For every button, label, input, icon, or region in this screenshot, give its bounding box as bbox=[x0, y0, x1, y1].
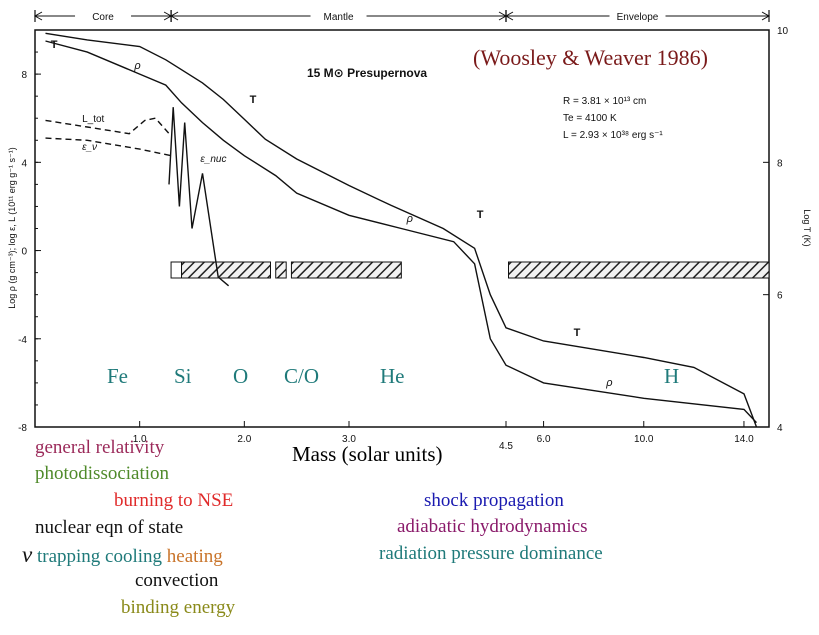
label-radiation-pressure: radiation pressure dominance bbox=[379, 543, 603, 564]
x-tick-label: 10.0 bbox=[634, 434, 654, 445]
series-line-nuc bbox=[168, 107, 230, 287]
x-axis-label: Mass (solar units) bbox=[292, 442, 443, 466]
parameter-l: L = 2.93 × 10³⁸ erg s⁻¹ bbox=[563, 130, 663, 141]
y-left-tick-label: 8 bbox=[21, 70, 27, 81]
region-label-bg bbox=[310, 8, 367, 22]
series-label-rho: ρ bbox=[406, 213, 413, 225]
x-tick-label: 3.0 bbox=[342, 434, 356, 445]
label-trapping: trapping bbox=[36, 546, 101, 567]
y-axis-right-label: Log T (K) bbox=[802, 209, 812, 246]
y-right-tick-label: 10 bbox=[777, 26, 789, 37]
label-binding-energy: binding energy bbox=[121, 597, 236, 618]
region-label-core: Core bbox=[92, 12, 114, 23]
label-heating: heating bbox=[166, 546, 223, 567]
x-tick-label: 1.0 bbox=[133, 434, 147, 445]
x-tick-label: 6.0 bbox=[537, 434, 551, 445]
y-right-tick-label: 8 bbox=[777, 158, 783, 169]
series-label-t: T bbox=[51, 39, 58, 51]
region-arrow bbox=[170, 11, 179, 21]
x-tick-label: 14.0 bbox=[734, 434, 754, 445]
series-line-t bbox=[45, 32, 758, 428]
chart-title: 15 M⊙ Presupernova bbox=[307, 66, 427, 80]
series-label-t: T bbox=[477, 209, 484, 221]
series-label-rho: ρ bbox=[605, 377, 612, 389]
series-line- bbox=[45, 40, 758, 424]
label-general-relativity: general relativity bbox=[35, 437, 165, 458]
zone-h: H bbox=[664, 364, 680, 388]
zone-he: He bbox=[380, 364, 405, 388]
y-left-tick-label: -4 bbox=[18, 335, 27, 346]
y-right-tick-label: 6 bbox=[777, 291, 783, 302]
region-arrow bbox=[504, 11, 514, 21]
region-label-envelope: Envelope bbox=[617, 12, 659, 23]
label-nuclear-eos: nuclear eqn of state bbox=[35, 517, 184, 538]
label-adiabatic-hydrodynamics: adiabatic hydrodynamics bbox=[397, 516, 588, 537]
parameter-te: Te = 4100 K bbox=[563, 113, 617, 124]
y-axis-left-label: Log ρ (g cm⁻³); log ε, L (10¹¹ erg g⁻¹ s… bbox=[7, 147, 17, 309]
series-label-t: T bbox=[250, 94, 257, 106]
nu-symbol: ν bbox=[22, 542, 33, 567]
series-label-enu: ε_ν bbox=[82, 142, 97, 153]
label-nu-row: ν trapping cooling heating bbox=[22, 542, 223, 568]
region-label-bg bbox=[609, 8, 666, 22]
convective-zone bbox=[170, 261, 183, 279]
y-left-tick-label: 0 bbox=[21, 247, 27, 258]
series-label-t: T bbox=[574, 327, 581, 339]
label-burning-nse: burning to NSE bbox=[114, 490, 234, 511]
label-cooling: cooling bbox=[105, 546, 163, 567]
series-label-ltot: L_tot bbox=[82, 114, 104, 125]
convective-zone bbox=[181, 261, 272, 279]
convective-zone bbox=[508, 261, 770, 279]
region-arrow bbox=[761, 11, 771, 21]
zone-fe: Fe bbox=[107, 364, 128, 388]
y-right-tick-label: 4 bbox=[777, 423, 783, 434]
zone-co: C/O bbox=[284, 364, 320, 388]
x-tick-label: 4.5 bbox=[499, 441, 513, 452]
convective-zone bbox=[275, 261, 287, 279]
y-left-tick-label: 4 bbox=[21, 158, 27, 169]
y-left-tick-label: -8 bbox=[18, 423, 27, 434]
series-label-enuc: ε_nuc bbox=[200, 154, 226, 165]
series-line- bbox=[45, 137, 172, 157]
region-label-mantle: Mantle bbox=[324, 12, 354, 23]
region-label-bg bbox=[75, 8, 132, 22]
zone-si: Si bbox=[174, 364, 192, 388]
region-arrow bbox=[33, 11, 43, 21]
citation: (Woosley & Weaver 1986) bbox=[473, 45, 708, 70]
x-tick-label: 2.0 bbox=[237, 434, 251, 445]
zone-o: O bbox=[233, 364, 249, 388]
label-shock-propagation: shock propagation bbox=[424, 490, 564, 511]
series-line-ltot bbox=[45, 117, 172, 137]
parameter-r: R = 3.81 × 10¹³ cm bbox=[563, 96, 646, 107]
label-convection: convection bbox=[135, 570, 219, 591]
convective-zone bbox=[290, 261, 402, 279]
label-photodissociation: photodissociation bbox=[35, 463, 170, 484]
series-label-rho: ρ bbox=[133, 60, 140, 72]
